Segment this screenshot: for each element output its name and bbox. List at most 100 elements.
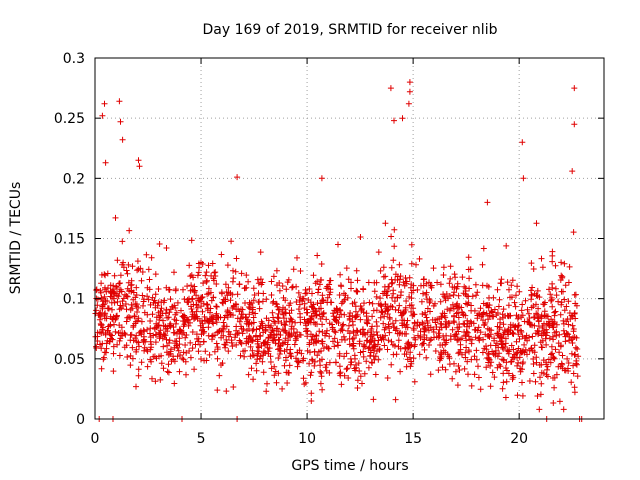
data-point <box>275 306 282 313</box>
data-point <box>468 382 475 389</box>
data-point <box>238 340 245 347</box>
data-point <box>530 356 537 362</box>
data-point <box>549 280 556 287</box>
data-point <box>156 333 163 340</box>
data-point <box>502 340 509 347</box>
data-point <box>361 370 368 377</box>
data-point <box>363 358 370 365</box>
data-point <box>334 342 341 349</box>
data-point <box>392 306 399 313</box>
data-point <box>275 355 282 361</box>
data-point <box>549 248 556 255</box>
data-point <box>222 342 229 348</box>
data-point <box>180 349 187 356</box>
data-point <box>270 273 277 280</box>
data-point <box>570 370 577 377</box>
data-point <box>117 118 124 125</box>
data-point <box>206 316 213 323</box>
data-point <box>435 367 442 374</box>
y-axis-label: SRMTID / TECUs <box>8 182 24 295</box>
data-point <box>187 319 193 326</box>
data-point <box>100 298 107 305</box>
data-point <box>408 241 415 248</box>
data-point <box>363 317 370 323</box>
data-point <box>288 307 295 314</box>
data-point <box>124 354 131 360</box>
data-point <box>439 364 446 371</box>
data-point <box>514 315 521 322</box>
data-point <box>553 371 560 378</box>
data-point <box>503 378 510 385</box>
data-point <box>465 254 472 261</box>
data-point <box>534 293 541 300</box>
data-point <box>437 281 444 288</box>
data-point <box>512 323 519 330</box>
data-point <box>234 291 241 298</box>
data-point <box>110 350 117 357</box>
data-point <box>483 364 490 371</box>
data-point <box>190 274 197 281</box>
data-point <box>144 348 151 355</box>
data-point <box>438 350 445 357</box>
data-point <box>357 234 364 240</box>
data-point <box>467 266 474 273</box>
data-point <box>473 292 480 299</box>
data-point <box>513 292 519 299</box>
data-point <box>341 290 347 297</box>
data-point <box>552 262 559 269</box>
data-point <box>207 289 214 296</box>
data-point <box>218 251 225 258</box>
data-point <box>121 344 128 351</box>
data-point <box>388 361 395 368</box>
data-point <box>569 168 576 175</box>
data-point <box>465 371 471 378</box>
data-point <box>338 311 345 318</box>
data-point <box>230 267 236 274</box>
data-point <box>301 316 308 323</box>
x-tick-label: 0 <box>91 431 100 447</box>
data-point <box>178 307 184 314</box>
data-point <box>205 324 212 331</box>
data-point <box>101 271 108 278</box>
data-point <box>171 380 178 387</box>
data-point <box>167 348 174 355</box>
data-point <box>387 85 394 92</box>
data-point <box>574 373 581 380</box>
data-point <box>352 314 359 320</box>
data-point <box>459 309 466 316</box>
data-point <box>305 297 312 303</box>
data-point <box>375 356 382 363</box>
data-point <box>562 282 569 289</box>
data-point <box>114 284 120 291</box>
data-point <box>100 356 107 363</box>
data-point <box>421 332 428 338</box>
data-point <box>118 324 125 331</box>
data-point <box>114 257 121 264</box>
data-point <box>283 318 290 325</box>
data-point <box>426 296 433 303</box>
data-point <box>219 299 226 306</box>
data-point <box>157 312 164 319</box>
data-point <box>114 298 121 305</box>
data-point <box>302 379 309 386</box>
data-point <box>318 175 325 182</box>
data-point <box>270 298 277 305</box>
data-point <box>351 365 358 372</box>
data-point <box>104 270 111 277</box>
data-point <box>428 282 435 289</box>
data-point <box>534 327 541 334</box>
data-point <box>400 279 407 286</box>
data-point <box>429 316 436 323</box>
data-point <box>93 307 100 314</box>
data-point <box>346 341 353 348</box>
data-point <box>273 379 280 386</box>
data-point <box>360 348 367 355</box>
data-point <box>257 249 264 256</box>
axis-ticks: 0 0.05 0.1 0.15 0.2 0.25 0.3 0 5 10 15 20 <box>54 51 604 447</box>
data-point <box>317 380 324 387</box>
data-point <box>309 356 315 363</box>
data-point <box>462 354 469 361</box>
data-point <box>294 254 300 261</box>
data-point <box>108 335 114 342</box>
data-point <box>453 302 460 309</box>
